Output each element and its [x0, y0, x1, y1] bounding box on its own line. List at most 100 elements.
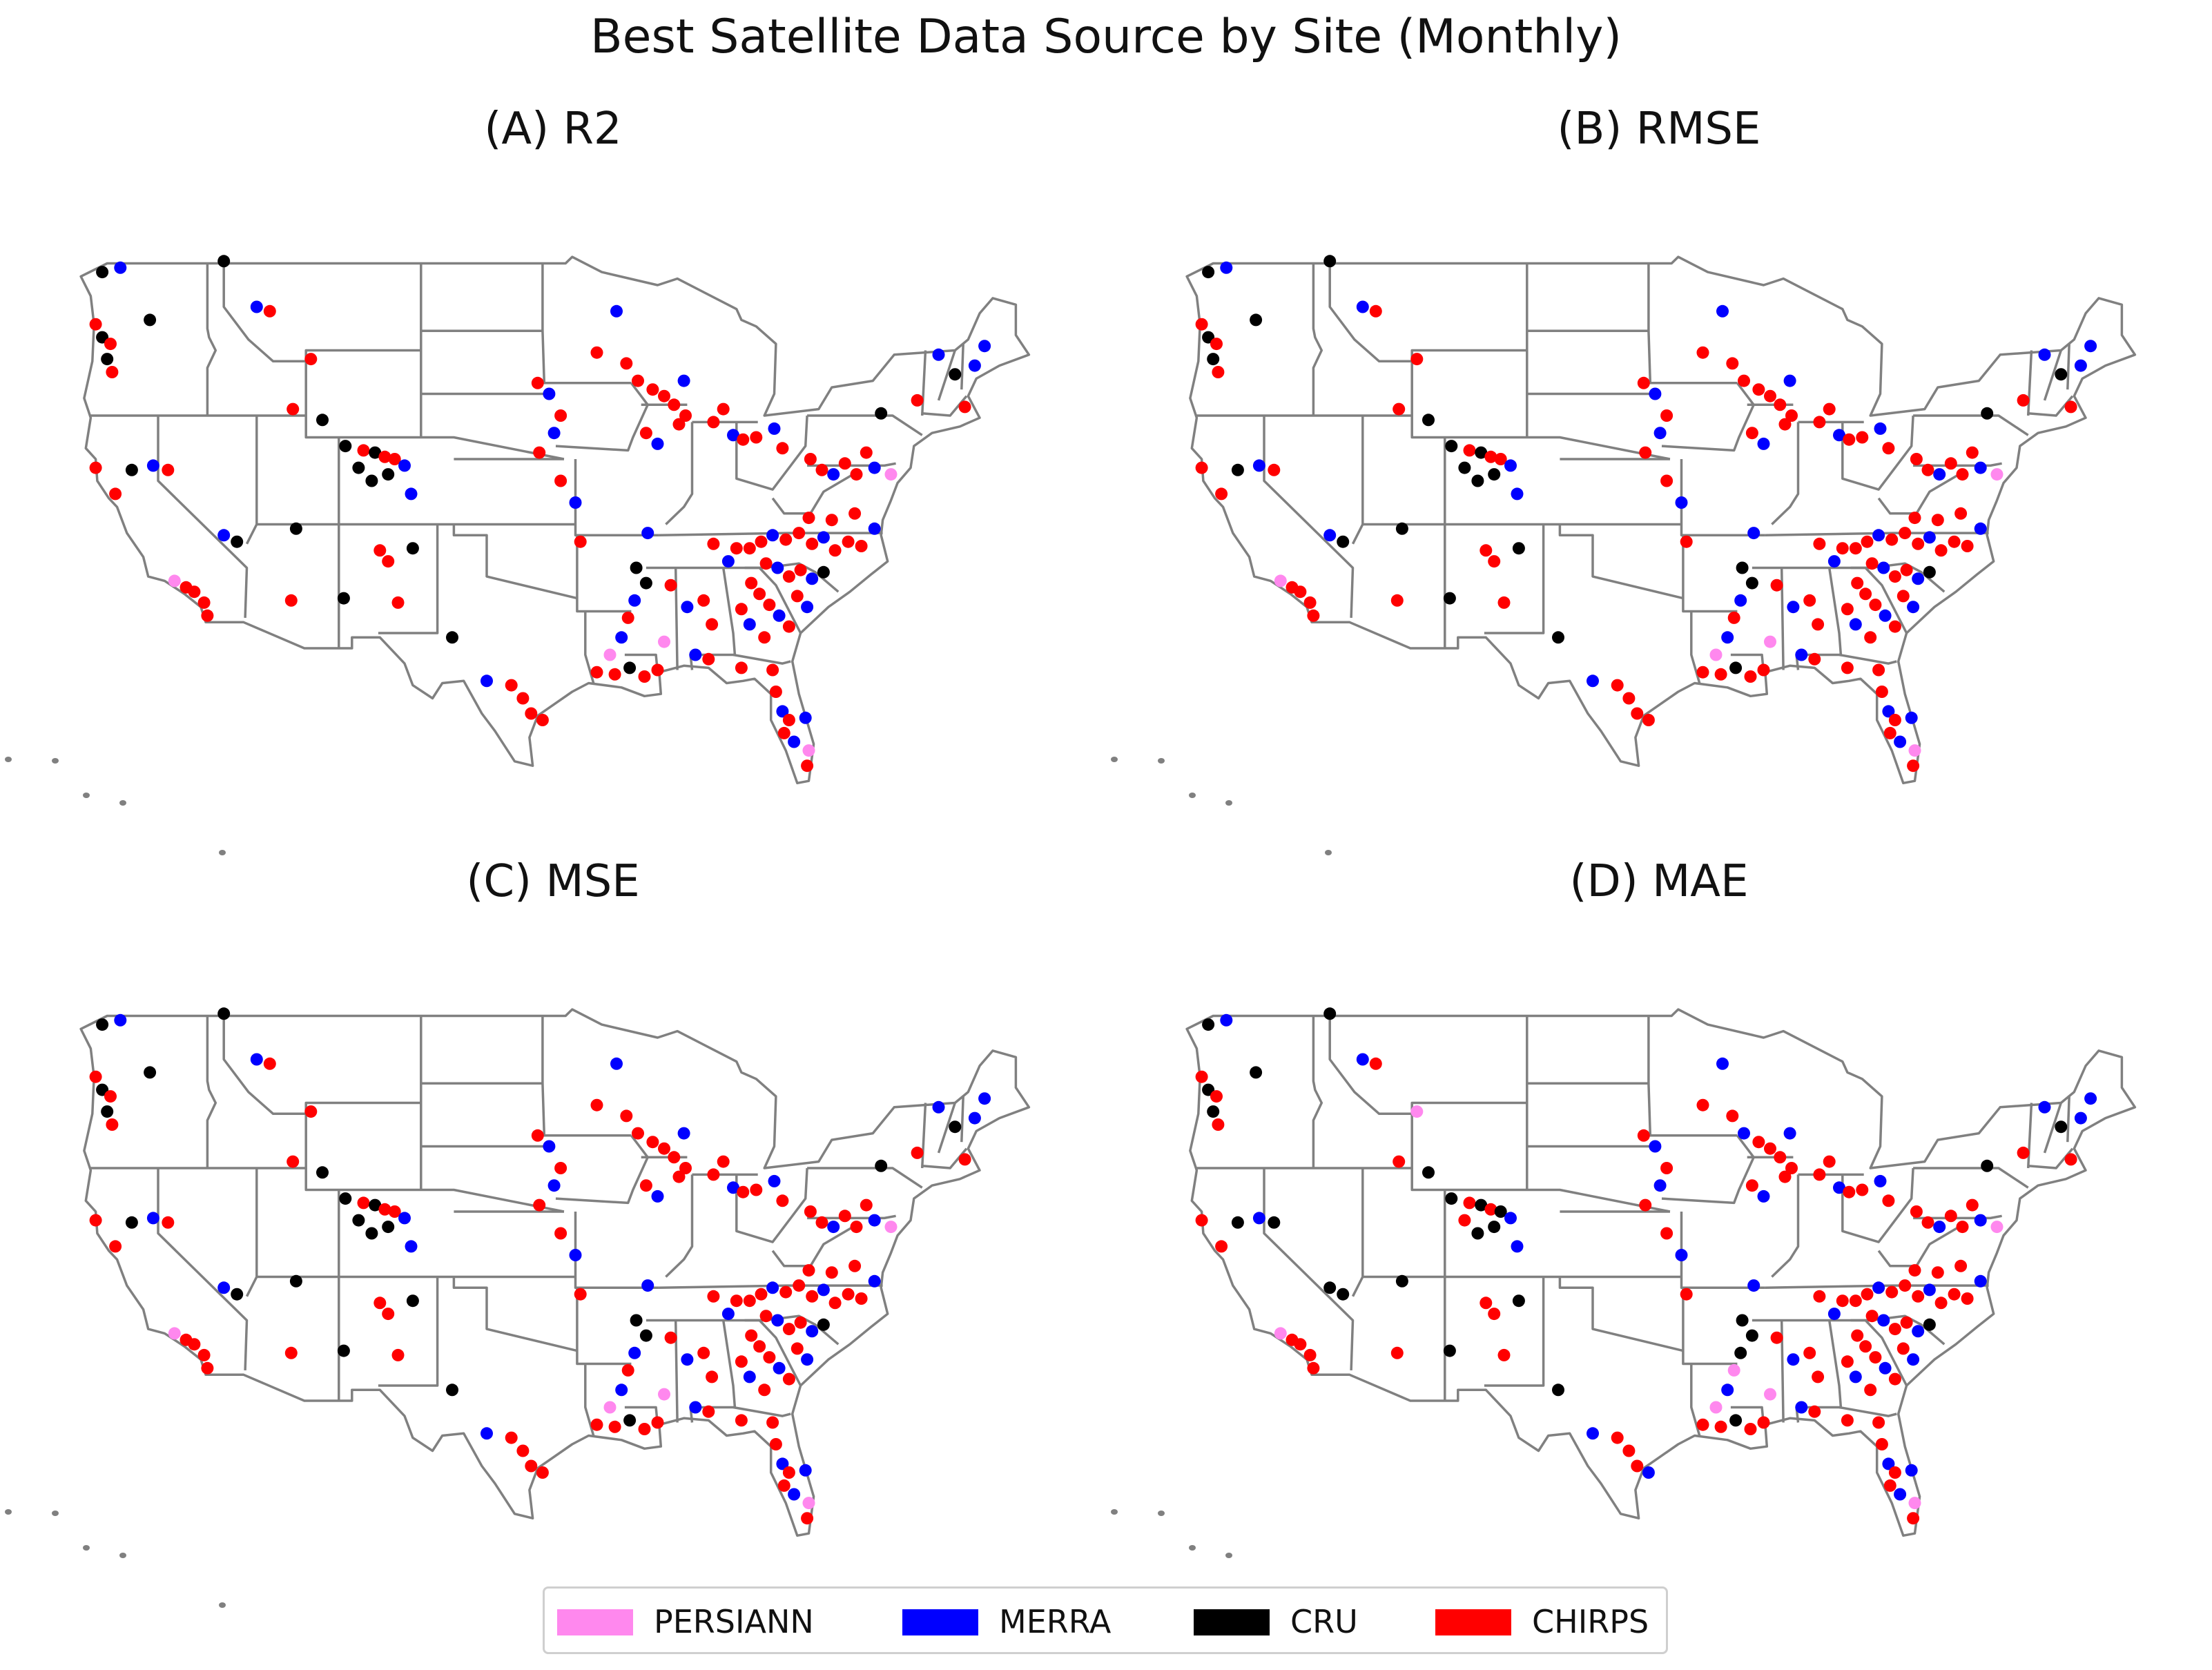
site-marker	[146, 1212, 159, 1225]
site-marker	[1905, 711, 1918, 724]
site-marker	[1268, 463, 1281, 476]
state-border	[733, 653, 791, 665]
site-marker	[1865, 557, 1879, 570]
site-marker	[263, 1057, 276, 1070]
site-marker	[1856, 431, 1869, 444]
site-marker	[1813, 1168, 1826, 1181]
site-marker	[1827, 555, 1841, 568]
site-marker	[391, 1348, 405, 1361]
site-marker	[1882, 442, 1895, 455]
panel-c: (C) MSE	[0, 856, 1106, 1609]
site-marker	[868, 522, 881, 535]
state-border	[1682, 1288, 1738, 1366]
site-marker	[1747, 1279, 1760, 1292]
site-marker	[382, 555, 395, 568]
site-marker	[1744, 670, 1757, 683]
site-marker	[1900, 563, 1913, 576]
site-marker	[505, 679, 518, 692]
site-marker	[2064, 400, 2077, 414]
site-marker	[646, 383, 659, 396]
site-marker	[828, 544, 842, 557]
site-marker	[1803, 1346, 1816, 1359]
state-border	[1682, 535, 1738, 613]
site-marker	[287, 1155, 300, 1168]
site-marker	[1888, 620, 1901, 633]
state-border	[1312, 1016, 1323, 1168]
site-marker	[217, 529, 231, 542]
site-marker	[1912, 1325, 1925, 1338]
site-marker	[352, 1214, 365, 1227]
site-marker	[382, 1221, 395, 1234]
site-marker	[848, 507, 862, 520]
state-border	[758, 1319, 802, 1386]
islet	[5, 757, 12, 762]
site-marker	[776, 705, 789, 718]
site-marker	[1738, 1127, 1750, 1140]
site-marker	[406, 1294, 419, 1308]
site-marker	[481, 674, 493, 688]
site-marker	[1849, 1370, 1862, 1383]
site-marker	[2017, 394, 2030, 407]
site-marker	[1642, 714, 1655, 726]
state-border	[1839, 653, 1897, 665]
site-marker	[1494, 453, 1507, 465]
site-marker	[776, 1457, 789, 1470]
site-marker	[1981, 407, 1994, 420]
site-marker	[1479, 1297, 1493, 1310]
state-border	[222, 263, 307, 363]
site-marker	[197, 1348, 211, 1361]
site-marker	[697, 1346, 710, 1359]
site-marker	[1896, 1342, 1910, 1355]
site-marker	[1680, 1288, 1693, 1301]
state-border	[541, 263, 632, 385]
site-marker	[651, 1416, 664, 1429]
legend-label-persiann: PERSIANN	[654, 1603, 814, 1640]
site-marker	[365, 474, 378, 487]
site-marker	[1908, 1264, 1921, 1277]
site-marker	[1726, 357, 1739, 370]
site-marker	[89, 318, 102, 331]
site-marker	[1869, 599, 1882, 612]
site-marker	[855, 540, 868, 552]
site-marker	[763, 599, 776, 612]
site-marker	[1747, 527, 1760, 540]
site-marker	[1207, 1105, 1220, 1118]
state-border	[1195, 1101, 1527, 1169]
site-marker	[398, 459, 411, 472]
state-border	[1558, 1276, 1684, 1352]
site-marker	[125, 1216, 138, 1229]
state-border	[1913, 462, 2002, 467]
site-marker	[1337, 535, 1350, 548]
site-marker	[1861, 535, 1874, 548]
site-marker	[1894, 735, 1907, 748]
site-marker	[1369, 304, 1382, 318]
state-border	[665, 422, 694, 525]
site-marker	[1639, 446, 1652, 459]
site-marker	[1488, 1221, 1501, 1234]
site-marker	[109, 487, 122, 501]
site-marker	[1660, 1162, 1673, 1174]
site-marker	[1899, 1279, 1912, 1292]
site-marker	[378, 450, 391, 463]
site-marker	[1827, 1308, 1841, 1321]
state-border	[584, 611, 595, 683]
state-border	[1864, 567, 1908, 634]
state-border	[665, 1174, 694, 1278]
site-marker	[1458, 1214, 1471, 1227]
site-marker	[1778, 418, 1792, 431]
site-marker	[1849, 1294, 1862, 1308]
state-border	[733, 1406, 791, 1417]
site-marker	[1910, 453, 1923, 465]
site-marker	[316, 1166, 329, 1179]
site-marker	[1888, 1372, 1901, 1386]
panel-title-c: (C) MSE	[466, 856, 640, 907]
site-marker	[1512, 1294, 1525, 1308]
site-marker	[1696, 1098, 1709, 1111]
site-marker	[1872, 663, 1885, 677]
main-title: Best Satellite Data Source by Site (Mont…	[590, 10, 1622, 64]
site-marker	[1511, 487, 1524, 501]
site-marker	[1497, 596, 1511, 609]
site-marker	[1859, 588, 1872, 601]
state-border	[1850, 562, 1946, 593]
site-marker	[848, 1259, 862, 1272]
